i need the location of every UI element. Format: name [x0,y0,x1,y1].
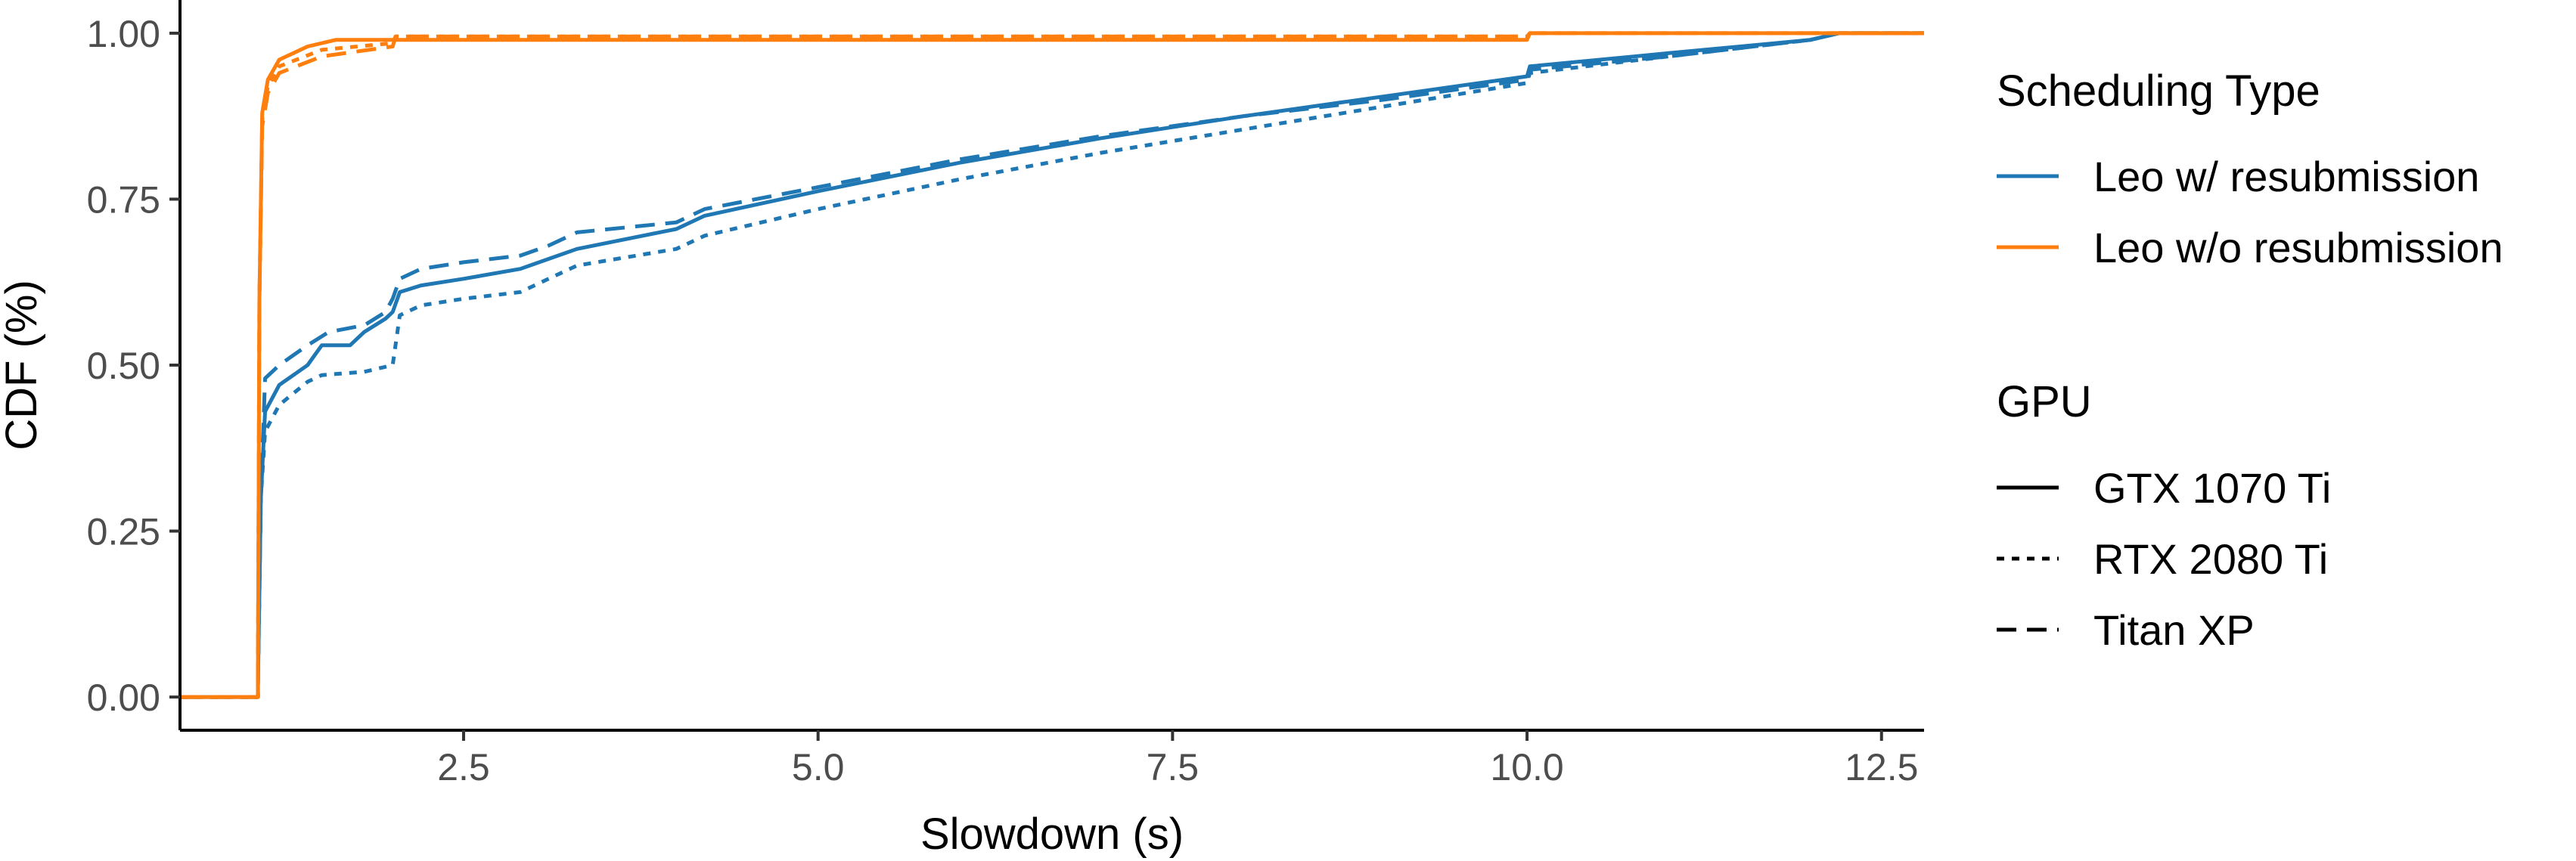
legend-label: GTX 1070 Ti [2093,464,2331,512]
legend-title: GPU [1997,377,2092,426]
legend: Scheduling Type Leo w/ resubmission Leo w/… [1997,67,2503,654]
series-line-0 [180,31,1924,699]
x-tick-label: 2.5 [437,746,490,788]
x-axis-title: Slowdown (s) [920,810,1184,859]
series-line-4 [180,31,1924,699]
legend-label: Titan XP [2093,606,2255,654]
axes-layer [178,0,1924,732]
y-tick-label: 0.75 [87,178,160,221]
x-tick-label: 7.5 [1147,746,1200,788]
y-tick-label: 1.00 [87,13,160,55]
series-line-5 [180,31,1924,699]
y-tick-label: 0.50 [87,345,160,387]
y-axis-title: CDF (%) [0,280,46,451]
legend-label: Leo w/ resubmission [2093,153,2479,200]
series-line-3 [180,31,1924,699]
legend-title: Scheduling Type [1997,67,2320,116]
x-tick-label: 5.0 [792,746,845,788]
x-tick-label: 10.0 [1490,746,1563,788]
ticks-layer: 2.5 5.0 7.5 10.0 12.5 0.00 0.25 0.50 0.75 1.00 [87,13,1919,788]
legend-label: RTX 2080 Ti [2093,535,2328,583]
y-tick-label: 0.25 [87,511,160,553]
series-line-2 [180,31,1924,699]
legend-label: Leo w/o resubmission [2093,224,2503,271]
y-tick-label: 0.00 [87,677,160,719]
series-line-1 [180,31,1924,699]
x-tick-label: 12.5 [1845,746,1918,788]
series-layer [180,31,1924,699]
